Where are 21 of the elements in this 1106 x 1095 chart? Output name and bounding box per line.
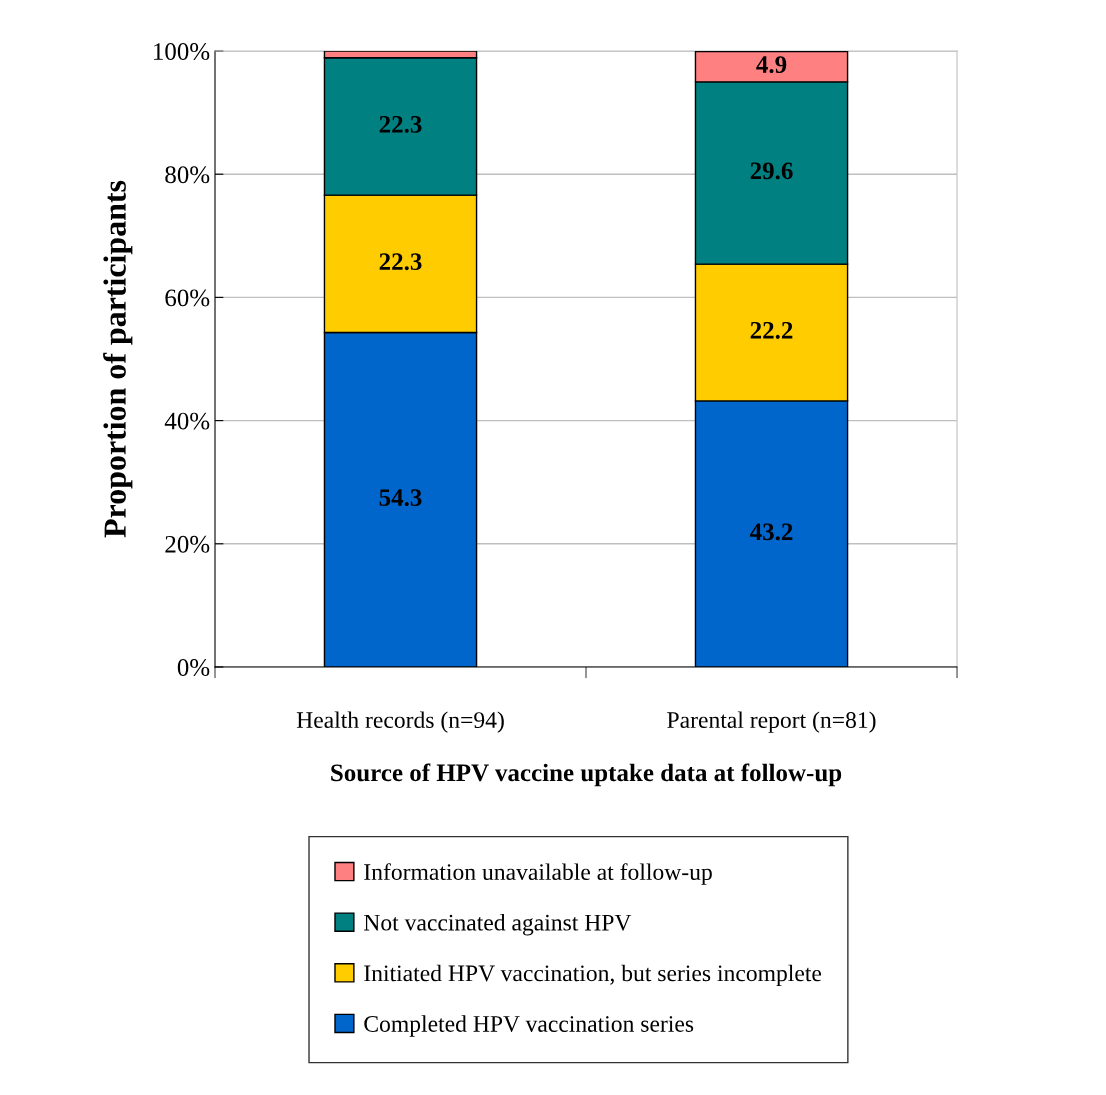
data-label: 43.2 bbox=[749, 523, 793, 541]
x-tick-label: Parental report (n=81) bbox=[667, 711, 876, 733]
y-tick-label: 20% bbox=[165, 535, 210, 553]
legend-label: Completed HPV vaccination series bbox=[364, 1015, 694, 1037]
data-label: 29.6 bbox=[750, 162, 793, 180]
data-label: 22.2 bbox=[750, 321, 793, 339]
y-tick-label: 60% bbox=[165, 289, 210, 307]
y-tick-label: 100% bbox=[154, 43, 210, 61]
x-axis-title: Source of HPV vaccine uptake data at follow-up bbox=[331, 763, 842, 787]
y-axis-title: Proportion of participants bbox=[103, 180, 133, 538]
data-label: 22.3 bbox=[379, 115, 422, 133]
legend-label: Not vaccinated against HPV bbox=[364, 914, 632, 936]
data-label: 4.9 bbox=[756, 56, 787, 74]
data-label: 54.3 bbox=[379, 489, 422, 507]
data-label: 22.3 bbox=[379, 253, 422, 271]
legend-label: Information unavailable at follow-up bbox=[364, 863, 712, 885]
y-tick-label: 40% bbox=[164, 412, 210, 430]
y-tick-label: 0% bbox=[177, 659, 210, 676]
x-tick-label: Health records (n=94) bbox=[296, 711, 504, 733]
y-tick-label: 80% bbox=[165, 166, 210, 184]
legend-label: Initiated HPV vaccination, but series incomplete bbox=[364, 964, 822, 987]
